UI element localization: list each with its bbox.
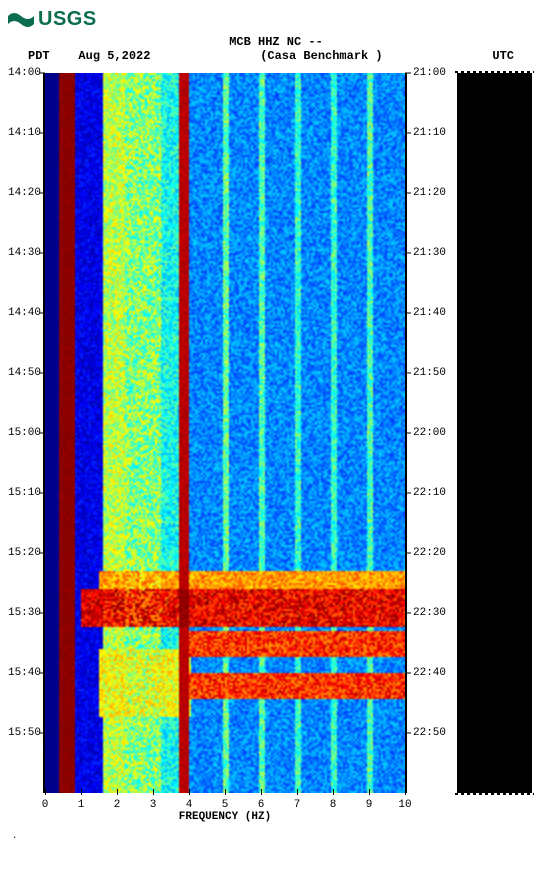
utc-tick: 21:10 bbox=[413, 127, 446, 139]
freq-tick: 7 bbox=[294, 799, 301, 811]
freq-tick: 6 bbox=[258, 799, 265, 811]
utc-tick: 22:50 bbox=[413, 727, 446, 739]
freq-tick: 0 bbox=[42, 799, 49, 811]
x-axis-label: FREQUENCY (HZ) bbox=[43, 811, 407, 823]
freq-tick: 9 bbox=[366, 799, 373, 811]
freq-tick: 2 bbox=[114, 799, 121, 811]
utc-tick: 21:40 bbox=[413, 307, 446, 319]
header-date: Aug 5,2022 bbox=[78, 49, 150, 63]
pdt-tick: 14:20 bbox=[8, 187, 41, 199]
left-timezone: PDT bbox=[28, 49, 50, 63]
footer-mark: . bbox=[12, 831, 544, 841]
pdt-tick: 14:30 bbox=[8, 247, 41, 259]
pdt-tick: 15:20 bbox=[8, 547, 41, 559]
pdt-tick: 14:40 bbox=[8, 307, 41, 319]
time-axis-utc: 21:0021:1021:2021:3021:4021:5022:0022:10… bbox=[407, 73, 447, 793]
utc-tick: 22:20 bbox=[413, 547, 446, 559]
utc-tick: 22:10 bbox=[413, 487, 446, 499]
freq-tick: 5 bbox=[222, 799, 229, 811]
usgs-swoosh-icon bbox=[8, 10, 34, 30]
freq-tick: 4 bbox=[186, 799, 193, 811]
pdt-tick: 15:50 bbox=[8, 727, 41, 739]
pdt-tick: 15:30 bbox=[8, 607, 41, 619]
pdt-tick: 15:40 bbox=[8, 667, 41, 679]
utc-tick: 21:20 bbox=[413, 187, 446, 199]
pdt-tick: 14:10 bbox=[8, 127, 41, 139]
freq-tick: 3 bbox=[150, 799, 157, 811]
pdt-tick: 15:00 bbox=[8, 427, 41, 439]
frequency-axis: FREQUENCY (HZ) 012345678910 bbox=[43, 793, 407, 827]
right-timezone: UTC bbox=[492, 49, 514, 63]
usgs-logo-text: USGS bbox=[38, 8, 97, 31]
utc-tick: 21:30 bbox=[413, 247, 446, 259]
spectrogram-canvas-wrap bbox=[43, 73, 407, 793]
utc-tick: 21:50 bbox=[413, 367, 446, 379]
spectrogram-canvas bbox=[45, 73, 405, 793]
utc-tick: 21:00 bbox=[413, 67, 446, 79]
freq-tick: 10 bbox=[398, 799, 411, 811]
usgs-logo: USGS bbox=[8, 8, 544, 31]
pdt-tick: 14:50 bbox=[8, 367, 41, 379]
utc-tick: 22:00 bbox=[413, 427, 446, 439]
pdt-tick: 14:00 bbox=[8, 67, 41, 79]
seismogram-trace bbox=[457, 73, 532, 793]
spectrogram-chart: 14:0014:1014:2014:3014:4014:5015:0015:10… bbox=[8, 73, 544, 793]
utc-tick: 22:30 bbox=[413, 607, 446, 619]
freq-tick: 1 bbox=[78, 799, 85, 811]
chart-header: MCB HHZ NC -- PDT Aug 5,2022 (Casa Bench… bbox=[8, 35, 544, 63]
time-axis-pdt: 14:0014:1014:2014:3014:4014:5015:0015:10… bbox=[8, 73, 43, 793]
station-desc: (Casa Benchmark ) bbox=[260, 49, 382, 63]
station-code: MCB HHZ NC -- bbox=[229, 35, 323, 49]
pdt-tick: 15:10 bbox=[8, 487, 41, 499]
freq-tick: 8 bbox=[330, 799, 337, 811]
utc-tick: 22:40 bbox=[413, 667, 446, 679]
